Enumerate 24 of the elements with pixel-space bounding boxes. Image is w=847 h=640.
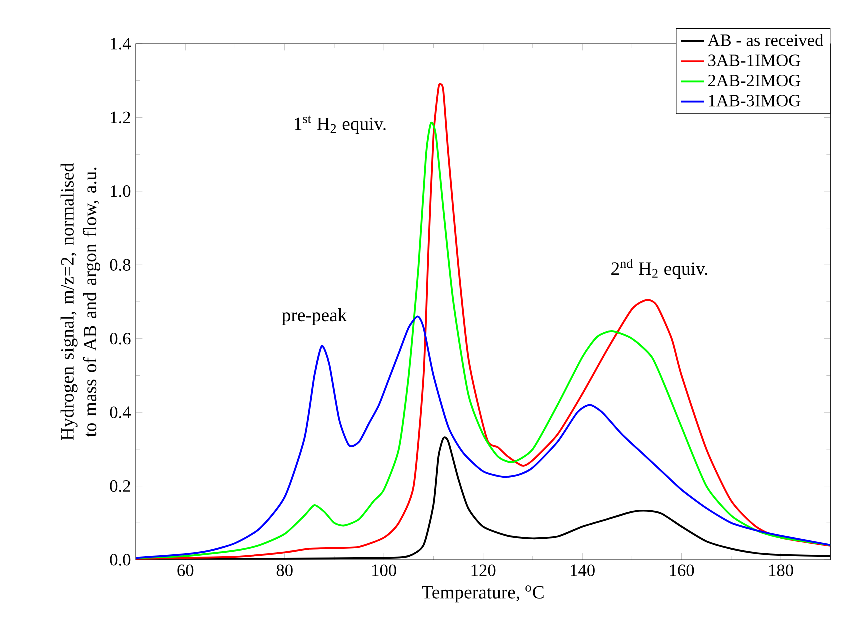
legend-label: AB - as received <box>708 34 824 46</box>
y-tick-label: 0.8 <box>110 259 131 272</box>
x-tick-label: 180 <box>770 564 794 576</box>
legend-label: 2AB-2IMOG <box>708 74 801 87</box>
y-tick-label: 0.2 <box>110 480 130 492</box>
y-tick-label: 1.4 <box>111 38 132 50</box>
y-tick-label: 0.6 <box>110 332 131 345</box>
x-tick-label: 60 <box>178 564 194 576</box>
x-tick-label: 100 <box>372 564 396 576</box>
annotation: pre-peak <box>282 308 348 326</box>
x-tick-label: 160 <box>670 564 694 576</box>
y-tick-label: 1.0 <box>111 186 131 198</box>
annotation: 2$^{nd}$ H$_{2}$ equiv. <box>612 258 708 279</box>
y-tick-label: 0.0 <box>110 554 131 566</box>
annotation: 1$^{st}$ H$_{2}$ equiv. <box>295 116 386 134</box>
y-tick-label: 1.2 <box>111 112 130 124</box>
x-axis-title: Temperature, $^{o}$C <box>422 586 544 603</box>
x-tick-label: 80 <box>276 564 293 576</box>
x-tick-label: 120 <box>472 564 496 576</box>
x-tick-label: 140 <box>571 564 595 576</box>
y-tick-label: 0.4 <box>110 406 132 418</box>
y-axis-title: Hydrogen signal, m/z=2, normalised to mass of AB and argon flow, a.u. <box>60 163 100 440</box>
legend-label: 1AB-3IMOG <box>709 95 801 107</box>
legend-label: 3AB-1IMOG <box>708 54 801 66</box>
